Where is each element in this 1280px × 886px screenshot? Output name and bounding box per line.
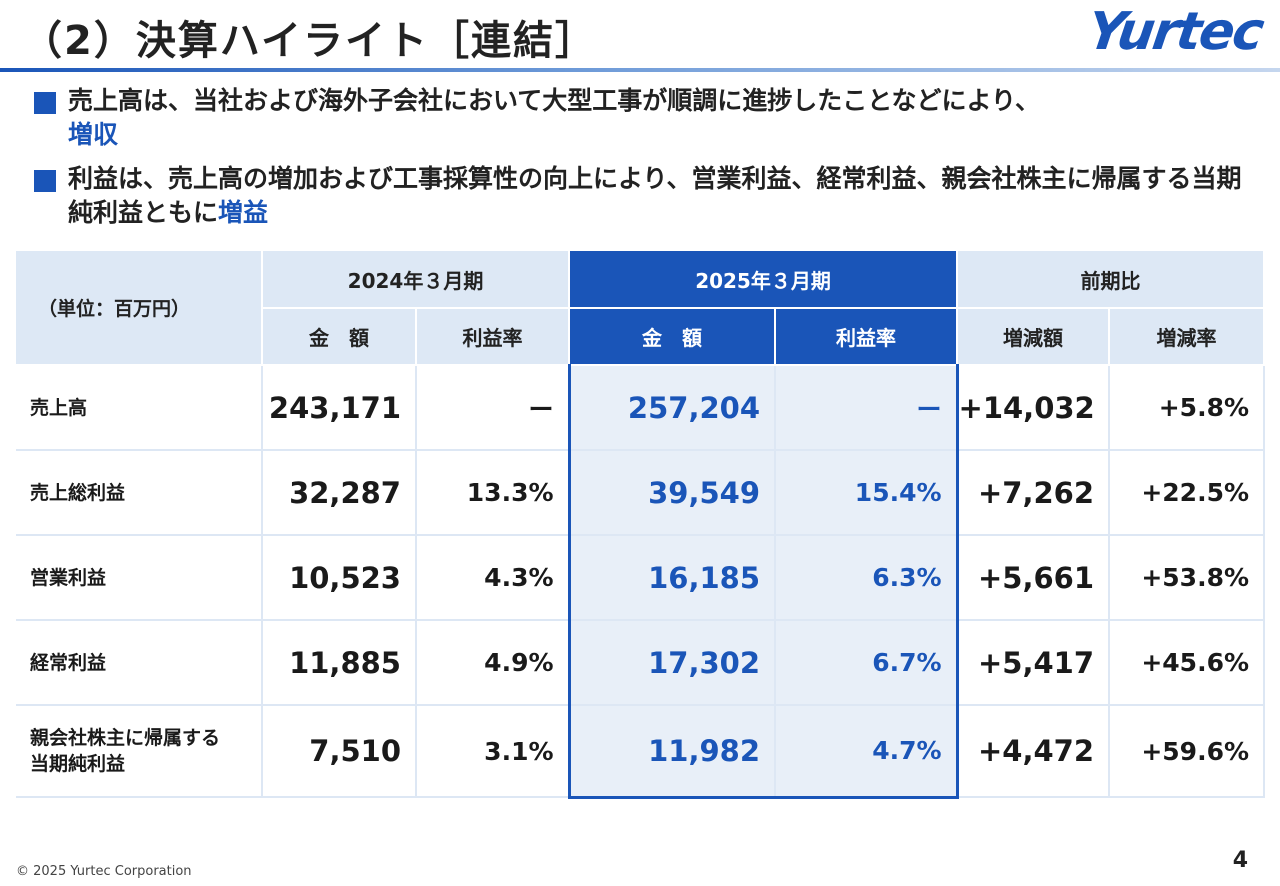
prev-margin: 3.1% [416,705,571,798]
table-row: 経常利益 11,885 4.9% 17,302 6.7% +5,417 +45.… [16,620,1266,706]
cur-amount: 11,982 [567,705,777,799]
change-amount: +5,661 [957,535,1111,621]
unit-label: （単位：百万円） [16,251,263,366]
cur-margin: 6.7% [775,620,959,706]
row-label: 親会社株主に帰属する 当期純利益 [16,705,263,798]
change-rate-header: 増減率 [1109,308,1266,366]
header-row-columns: 金 額 利益率 金 額 利益率 増減額 増減率 [16,308,1266,366]
cur-margin: ー [775,365,959,451]
row-label: 売上高 [16,365,263,451]
square-bullet-icon [34,170,56,192]
table-row: 売上高 243,171 ー 257,204 ー +14,032 +5.8% [16,365,1266,451]
row-label-line: 親会社株主に帰属する [30,727,221,749]
change-rate: +5.8% [1109,365,1266,451]
prev-amount: 32,287 [262,450,417,536]
prev-amount: 243,171 [262,365,417,451]
cur-amount-header: 金 額 [569,308,777,366]
prev-margin: 4.3% [416,535,571,621]
row-label-line: 当期純利益 [30,753,126,775]
page-title: （2）決算ハイライト［連結］ [22,18,598,64]
change-rate: +22.5% [1109,450,1266,536]
header-row-periods: （単位：百万円） 2024年３月期 2025年３月期 前期比 [16,251,1266,366]
table-row: 売上総利益 32,287 13.3% 39,549 15.4% +7,262 +… [16,450,1266,536]
cur-margin: 4.7% [775,705,959,799]
change-amount: +4,472 [957,705,1111,798]
bullet-text: 売上高は、当社および海外子会社において大型工事が順調に進捗したことなどにより、増… [68,84,1262,152]
prev-margin: 13.3% [416,450,571,536]
change-amount: +5,417 [957,620,1111,706]
page-number: 4 [1232,848,1248,873]
bullet-highlight: 増益 [218,198,269,227]
prev-margin-header: 利益率 [416,308,571,366]
prev-margin: 4.9% [416,620,571,706]
prev-amount: 7,510 [262,705,417,798]
table-row: 営業利益 10,523 4.3% 16,185 6.3% +5,661 +53.… [16,535,1266,621]
bullet-sales: 売上高は、当社および海外子会社において大型工事が順調に進捗したことなどにより、増… [32,84,1262,152]
cur-margin: 6.3% [775,535,959,621]
row-label: 経常利益 [16,620,263,706]
table-row: 親会社株主に帰属する 当期純利益 7,510 3.1% 11,982 4.7% +… [16,705,1266,799]
prev-amount-header: 金 額 [262,308,417,366]
title-divider [0,68,1280,72]
cur-margin-header: 利益率 [775,308,959,366]
bullet-text: 利益は、売上高の増加および工事採算性の向上により、営業利益、経常利益、親会社株主… [68,162,1262,230]
highlight-bullets: 売上高は、当社および海外子会社において大型工事が順調に進捗したことなどにより、増… [32,84,1262,240]
prev-amount: 10,523 [262,535,417,621]
cur-amount: 17,302 [567,620,777,706]
change-amount-header: 増減額 [957,308,1111,366]
square-bullet-icon [34,92,56,114]
prev-margin: ー [416,365,571,451]
company-logo: Yurtec [1084,2,1267,62]
bullet-body: 売上高は、当社および海外子会社において大型工事が順調に進捗したことなどにより、 [68,86,1041,115]
row-label: 売上総利益 [16,450,263,536]
copyright: © 2025 Yurtec Corporation [16,864,192,879]
bullet-body: 利益は、売上高の増加および工事採算性の向上により、営業利益、経常利益、親会社株主… [68,164,1242,227]
row-label: 営業利益 [16,535,263,621]
change-rate: +45.6% [1109,620,1266,706]
cur-amount: 257,204 [567,365,777,451]
cur-margin: 15.4% [775,450,959,536]
bullet-highlight: 増収 [68,120,119,149]
change-amount: +14,032 [957,365,1111,451]
change-amount: +7,262 [957,450,1111,536]
period-prev-header: 2024年３月期 [262,251,571,309]
comparison-header: 前期比 [957,251,1266,309]
prev-amount: 11,885 [262,620,417,706]
bullet-profit: 利益は、売上高の増加および工事採算性の向上により、営業利益、経常利益、親会社株主… [32,162,1262,230]
cur-amount: 39,549 [567,450,777,536]
change-rate: +59.6% [1109,705,1266,798]
cur-amount: 16,185 [567,535,777,621]
financial-highlights-table: （単位：百万円） 2024年３月期 2025年３月期 前期比 金 額 利益率 金… [16,251,1266,799]
change-rate: +53.8% [1109,535,1266,621]
period-cur-header: 2025年３月期 [569,251,959,309]
